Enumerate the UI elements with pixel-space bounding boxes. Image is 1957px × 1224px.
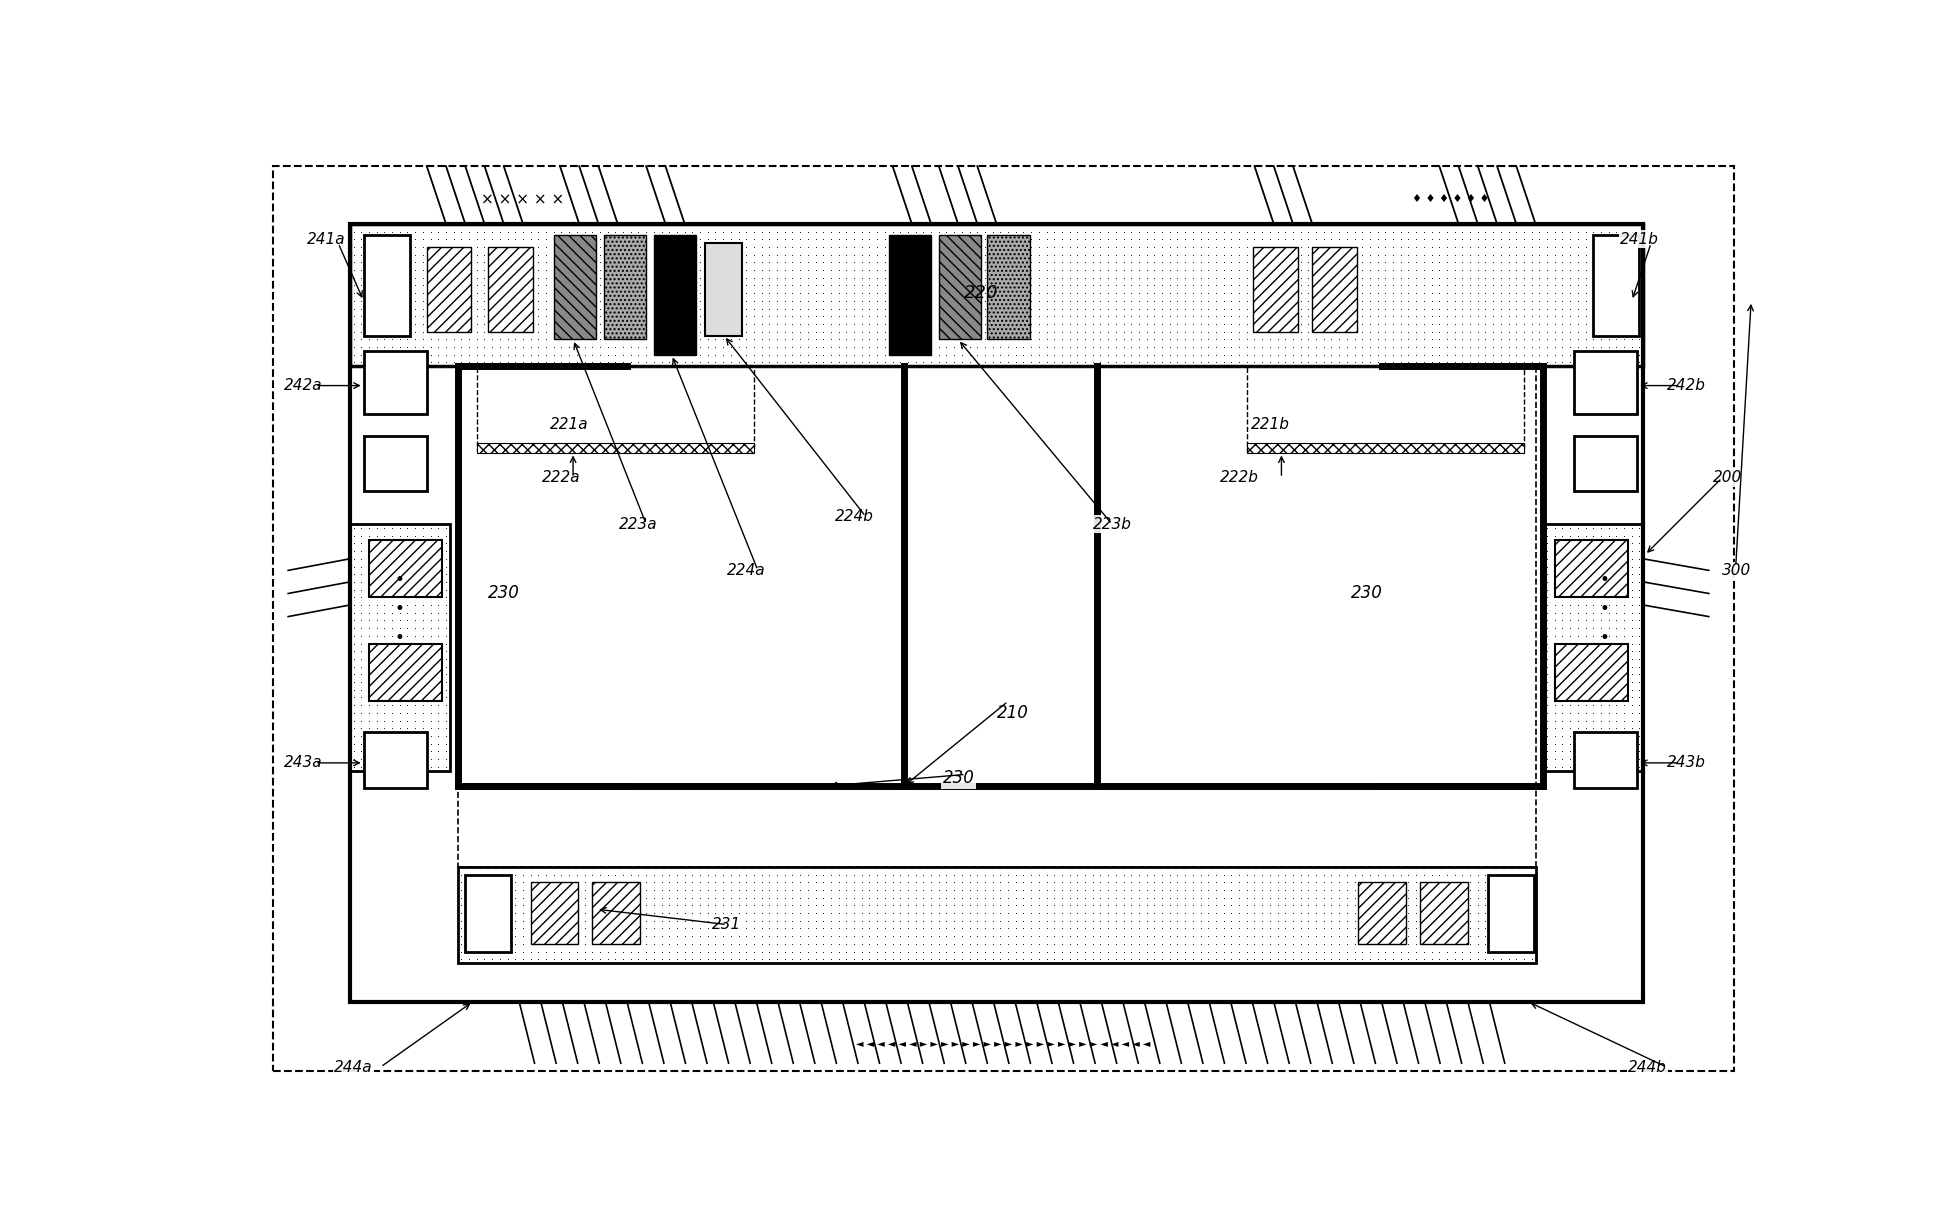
Bar bbox=[554, 235, 595, 339]
Bar bbox=[350, 524, 450, 771]
Text: 210: 210 bbox=[996, 704, 1027, 722]
Text: 221b: 221b bbox=[1251, 416, 1290, 432]
Bar bbox=[478, 443, 753, 453]
Bar bbox=[458, 867, 1534, 963]
Bar bbox=[1247, 366, 1523, 450]
Text: 230: 230 bbox=[941, 769, 975, 787]
Text: 243b: 243b bbox=[1665, 755, 1705, 770]
Bar bbox=[1542, 524, 1642, 771]
Bar bbox=[1419, 883, 1468, 944]
Text: 300: 300 bbox=[1720, 563, 1750, 578]
Text: 242a: 242a bbox=[284, 378, 323, 393]
Bar bbox=[1593, 235, 1638, 335]
Bar bbox=[705, 244, 742, 335]
Text: 222b: 222b bbox=[1219, 470, 1258, 486]
Bar bbox=[364, 351, 427, 414]
Bar bbox=[1573, 351, 1636, 414]
Text: 221a: 221a bbox=[550, 416, 589, 432]
Text: 244b: 244b bbox=[1626, 1060, 1665, 1075]
Bar bbox=[603, 235, 646, 339]
Bar bbox=[654, 235, 697, 355]
Text: 222a: 222a bbox=[542, 470, 581, 486]
Bar bbox=[478, 366, 753, 450]
Bar bbox=[1554, 644, 1626, 701]
Bar bbox=[350, 224, 1642, 366]
Bar bbox=[1487, 874, 1532, 951]
Bar bbox=[364, 235, 409, 335]
Text: 230: 230 bbox=[1350, 585, 1382, 602]
Text: × × × × ×: × × × × × bbox=[481, 192, 564, 207]
Text: 200: 200 bbox=[1712, 470, 1742, 486]
Text: 244a: 244a bbox=[335, 1060, 372, 1075]
Text: 242b: 242b bbox=[1665, 378, 1705, 393]
Bar bbox=[350, 224, 1642, 1001]
Text: 223b: 223b bbox=[1092, 517, 1131, 531]
Text: 231: 231 bbox=[710, 917, 740, 933]
Text: •
•
•: • • • bbox=[1599, 570, 1609, 647]
Text: 224b: 224b bbox=[834, 509, 873, 524]
Bar bbox=[530, 883, 577, 944]
Bar bbox=[458, 366, 1534, 867]
Text: 223a: 223a bbox=[618, 517, 658, 531]
Text: ♦ ♦ ♦ ♦ ♦ ♦: ♦ ♦ ♦ ♦ ♦ ♦ bbox=[1411, 195, 1489, 204]
Bar bbox=[1247, 443, 1523, 453]
Bar bbox=[368, 540, 442, 597]
Bar bbox=[591, 883, 640, 944]
Text: 224a: 224a bbox=[726, 563, 765, 578]
Text: 241b: 241b bbox=[1620, 231, 1658, 247]
Bar bbox=[986, 235, 1029, 339]
Bar bbox=[1573, 732, 1636, 787]
Bar bbox=[427, 247, 472, 332]
Bar bbox=[364, 732, 427, 787]
Bar bbox=[1573, 436, 1636, 491]
Text: 230: 230 bbox=[487, 585, 521, 602]
Text: 241a: 241a bbox=[307, 231, 346, 247]
Bar bbox=[1358, 883, 1405, 944]
Text: ◄ ◄ ◄ ◄ ◄ ◄ ► ► ► ► ► ► ► ► ► ► ► ► ► ► ► ► ► ◄ ◄ ◄ ◄ ◄: ◄ ◄ ◄ ◄ ◄ ◄ ► ► ► ► ► ► ► ► ► ► ► ► ► ► … bbox=[855, 1039, 1151, 1049]
Text: 243a: 243a bbox=[284, 755, 323, 770]
Text: •
•
•: • • • bbox=[395, 570, 405, 647]
Bar bbox=[364, 436, 427, 491]
Bar bbox=[1252, 247, 1297, 332]
Bar bbox=[487, 247, 532, 332]
Bar bbox=[1554, 540, 1626, 597]
Bar bbox=[888, 235, 932, 355]
Bar bbox=[937, 235, 980, 339]
Text: 220: 220 bbox=[963, 284, 998, 302]
Bar bbox=[368, 644, 442, 701]
Bar bbox=[1311, 247, 1356, 332]
Bar bbox=[466, 874, 511, 951]
